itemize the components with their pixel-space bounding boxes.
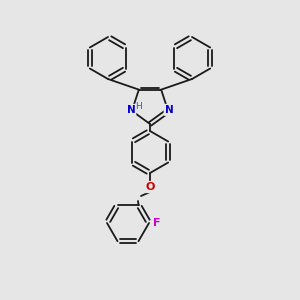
- Text: H: H: [136, 102, 142, 111]
- Text: F: F: [153, 218, 161, 228]
- Text: N: N: [127, 105, 135, 115]
- Text: O: O: [145, 182, 155, 192]
- Text: N: N: [165, 105, 173, 115]
